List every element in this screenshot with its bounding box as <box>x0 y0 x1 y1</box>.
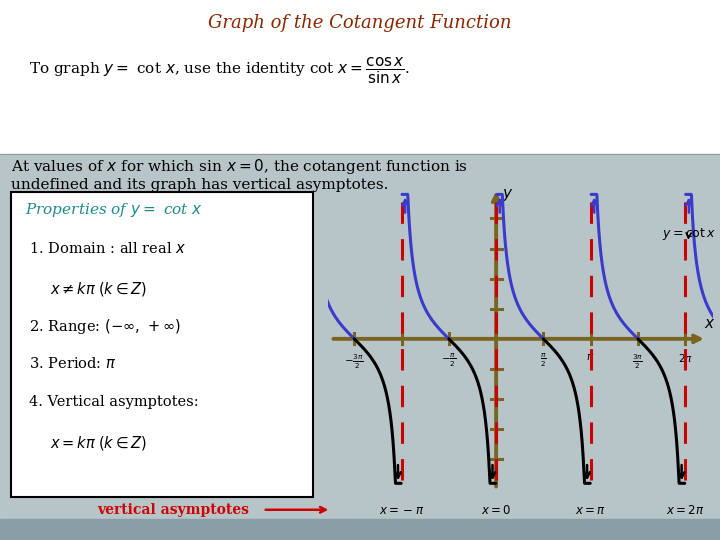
Text: vertical asymptotes: vertical asymptotes <box>96 503 249 517</box>
Text: $x=2\pi$: $x=2\pi$ <box>666 504 704 517</box>
Text: $\frac{3\pi}{2}$: $\frac{3\pi}{2}$ <box>632 353 644 371</box>
Text: $x=k\pi\;(k\in Z)$: $x=k\pi\;(k\in Z)$ <box>50 434 148 451</box>
Text: $x$: $x$ <box>704 316 716 332</box>
Bar <box>0 154 720 540</box>
Text: Graph of the Cotangent Function: Graph of the Cotangent Function <box>208 14 512 31</box>
Text: $x\neq k\pi\;(k\in Z)$: $x\neq k\pi\;(k\in Z)$ <box>50 280 148 298</box>
Text: 3. Period: $\pi$: 3. Period: $\pi$ <box>29 356 117 371</box>
Bar <box>11 192 313 497</box>
Text: $y=\cot x$: $y=\cot x$ <box>662 226 716 241</box>
Text: $x=\pi$: $x=\pi$ <box>575 504 606 517</box>
Text: $x=0$: $x=0$ <box>481 504 511 517</box>
Text: At values of $x$ for which sin $x=0$, the cotangent function is
undefined and it: At values of $x$ for which sin $x=0$, th… <box>11 157 468 192</box>
Text: $y$: $y$ <box>502 187 514 203</box>
Bar <box>0 0 720 154</box>
Text: 2. Range: $(-\infty,\,+\infty)$: 2. Range: $(-\infty,\,+\infty)$ <box>29 317 181 336</box>
Bar <box>0 519 720 540</box>
Text: 4. Vertical asymptotes:: 4. Vertical asymptotes: <box>29 395 199 409</box>
Text: To graph $y=$ cot $x$, use the identity cot $x=\dfrac{\cos x}{\sin x}$.: To graph $y=$ cot $x$, use the identity … <box>29 57 410 86</box>
Text: Properties of $y=$ cot $x$: Properties of $y=$ cot $x$ <box>25 201 203 219</box>
Text: $\pi$: $\pi$ <box>587 353 595 362</box>
Text: $\frac{\pi}{2}$: $\frac{\pi}{2}$ <box>540 353 546 369</box>
Text: $-\frac{3\pi}{2}$: $-\frac{3\pi}{2}$ <box>344 353 364 371</box>
Text: $-\frac{\pi}{2}$: $-\frac{\pi}{2}$ <box>441 353 456 369</box>
Text: 1. Domain : all real $x$: 1. Domain : all real $x$ <box>29 241 186 256</box>
Text: $x=-\pi$: $x=-\pi$ <box>379 504 424 517</box>
Text: $2\pi$: $2\pi$ <box>678 353 693 364</box>
